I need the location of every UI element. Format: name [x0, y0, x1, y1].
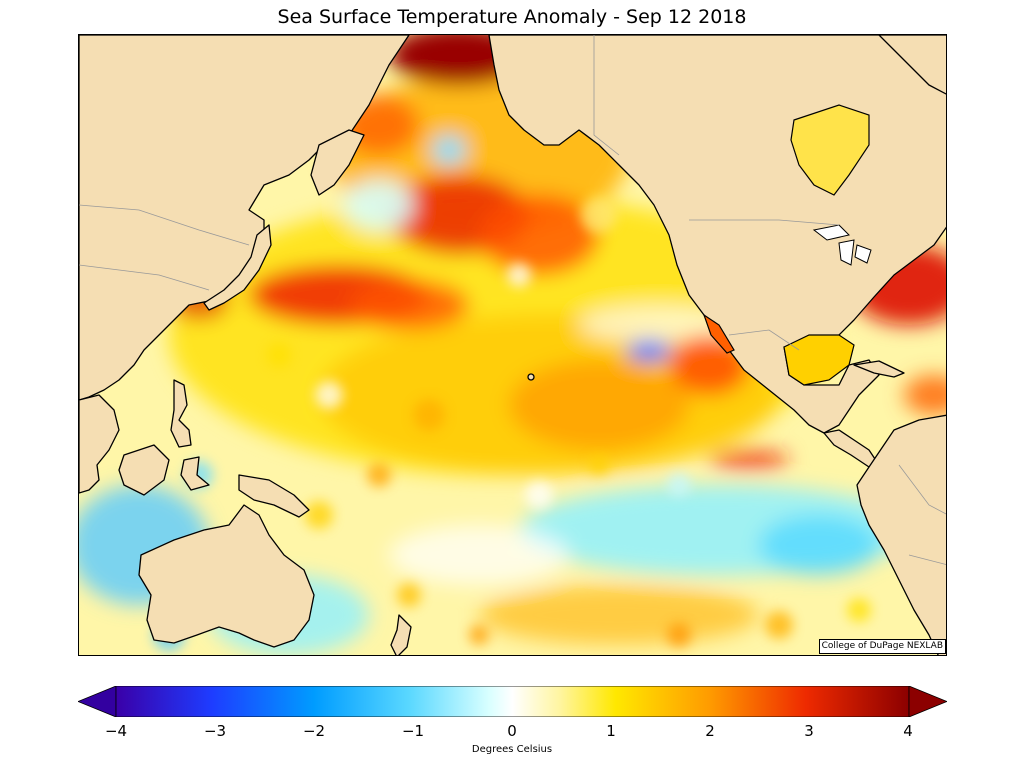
colorbar-tick-label: −3: [203, 722, 227, 740]
political-borders: [79, 35, 946, 565]
sulawesi-landmass: [180, 456, 210, 491]
inland-seas: [702, 104, 870, 386]
great-lakes: [812, 224, 872, 266]
colorbar-tick-label: 2: [705, 722, 715, 740]
colorbar-tick-label: −4: [104, 722, 128, 740]
kamchatka-landmass: [310, 129, 365, 196]
map-title: Sea Surface Temperature Anomaly - Sep 12…: [277, 6, 747, 28]
hudson-bay: [790, 104, 870, 196]
japan-landmass: [203, 224, 272, 311]
gulf-of-california: [702, 313, 735, 354]
hawaii-island: [527, 373, 535, 381]
philippines-landmass: [170, 379, 192, 448]
cuba-landmass: [853, 360, 905, 378]
colorbar-tick-label: 1: [606, 722, 616, 740]
indochina-landmass: [79, 394, 120, 494]
colorbar: [78, 686, 947, 717]
credit-label: College of DuPage NEXLAB: [818, 639, 946, 654]
colorbar-tick-label: −1: [401, 722, 425, 740]
sst-anomaly-map: College of DuPage NEXLAB: [78, 34, 947, 656]
colorbar-tick-label: −2: [302, 722, 326, 740]
south-america-landmass: [856, 414, 946, 655]
colorbar-tick-label: 3: [804, 722, 814, 740]
colorbar-tick-label: 4: [903, 722, 913, 740]
colorbar-min-extension: [78, 686, 117, 717]
colorbar-max-extension: [908, 686, 947, 717]
map-canvas: College of DuPage NEXLAB: [79, 35, 946, 655]
colorbar-gradient: [115, 686, 910, 717]
gulf-of-mexico: [783, 334, 855, 386]
borneo-landmass: [118, 444, 170, 496]
greenland-landmass: [878, 35, 946, 95]
new-zealand-landmass: [390, 614, 412, 655]
new-guinea-landmass: [238, 474, 310, 518]
colorbar-units-label: Degrees Celsius: [471, 744, 553, 755]
australia-landmass: [138, 504, 315, 648]
colorbar-tick-label: 0: [507, 722, 517, 740]
